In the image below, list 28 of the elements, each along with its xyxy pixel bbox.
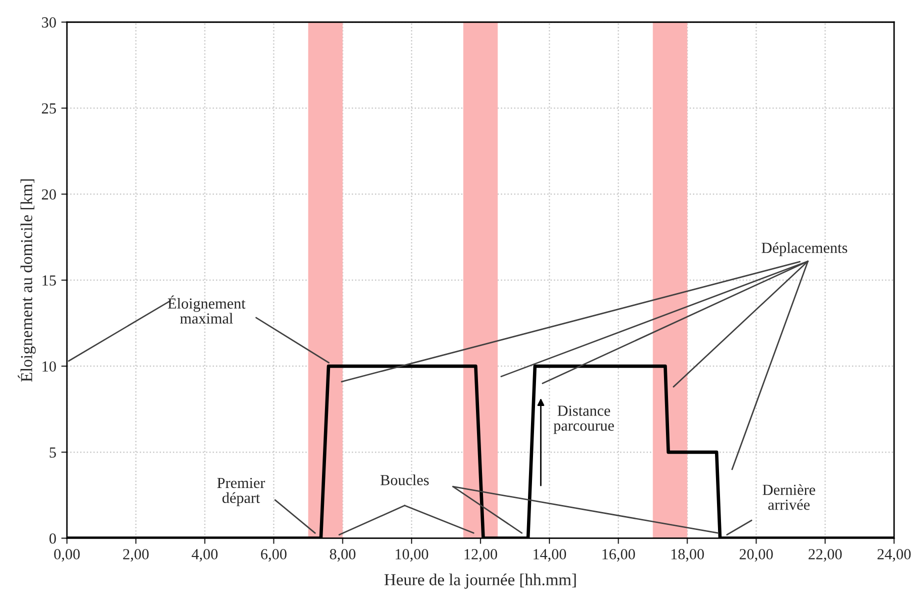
annotation: Boucles — [380, 474, 429, 486]
y-tick-label: 10 — [42, 361, 56, 372]
x-tick-label: 10,00 — [396, 549, 428, 562]
x-tick-label: 12,00 — [464, 549, 498, 562]
x-tick-label: 20,00 — [740, 549, 773, 562]
x-tick-label: 8,00 — [330, 549, 356, 562]
x-tick-label: 24,00 — [878, 549, 911, 562]
annotation: Premier départ — [217, 478, 266, 506]
x-tick-label: 0,00 — [54, 549, 80, 562]
y-tick-label: 15 — [42, 275, 56, 286]
x-tick-label: 6,00 — [261, 549, 287, 562]
x-axis-title: Heure de la journée [hh.mm] — [384, 574, 576, 589]
x-tick-label: 16,00 — [602, 549, 635, 562]
x-tick-label: 2,00 — [123, 549, 149, 562]
annotation: Distance parcourue — [554, 406, 614, 434]
y-tick-label: 25 — [42, 103, 56, 114]
y-tick-label: 20 — [42, 189, 56, 200]
y-tick-label: 30 — [42, 17, 56, 28]
x-tick-label: 22,00 — [808, 549, 842, 562]
x-tick-label: 4,00 — [192, 549, 218, 562]
x-tick-label: 14,00 — [534, 549, 566, 562]
y-axis-title: Éloignement au domicile [km] — [18, 179, 36, 382]
annotation: Dernière arrivée — [762, 484, 816, 510]
x-tick-label: 18,00 — [671, 549, 704, 562]
y-tick-label: 0 — [49, 533, 56, 544]
y-tick-label: 5 — [50, 447, 56, 458]
annotation: Déplacements — [762, 242, 848, 256]
annotation: Éloignement maximal — [168, 295, 246, 324]
